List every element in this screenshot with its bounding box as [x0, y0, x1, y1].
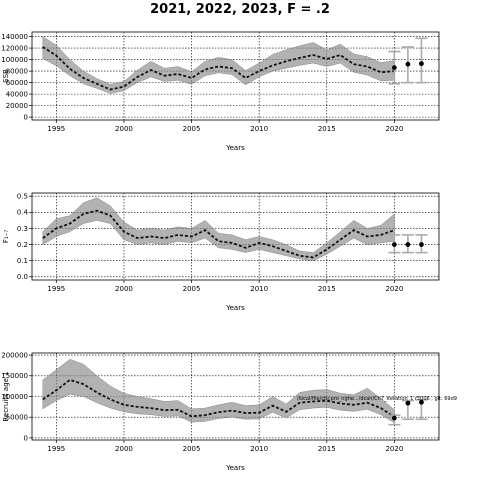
f-panel: 1995 2000 2005 2010 2015 2020 0.0 0.1 0.2 0.3 0.4 0… [2, 192, 440, 312]
ssb-ytick-label: 60000 [6, 79, 28, 87]
figure-title: 2021, 2022, 2023, F = .2 [150, 2, 330, 17]
ssb-panel: 1995 2000 2005 2010 2015 2020 0 20000 40000 60000… [1, 31, 440, 152]
f-axes-frame [31, 192, 440, 281]
f-ytick-label: 0.1 [17, 257, 28, 265]
ssb-xtick-label: 2000 [115, 125, 133, 133]
ssb-ytick-label: 140000 [1, 33, 28, 41]
annotation-text: /local/file/ctlr.pro_nghe.../dcan/Ch7_it… [297, 396, 457, 402]
ssb-xtick-label: 2015 [318, 125, 336, 133]
recruits-ytick-label: 0 [24, 434, 28, 442]
ssb-xtick-label: 1995 [47, 125, 65, 133]
recruits-xlabel: Years [225, 464, 245, 472]
f-xlabel: Years [225, 304, 245, 312]
f-projection-point [419, 242, 424, 247]
recruits-ylabel: Recruits age 1 [2, 371, 10, 421]
f-ylabel: F₁₋₇ [2, 230, 10, 244]
ssb-projection-point [419, 61, 424, 67]
ssb-ytick-label: 80000 [6, 68, 28, 76]
f-xtick-label: 2020 [385, 285, 403, 293]
ssb-xtick-label: 2005 [183, 125, 201, 133]
f-xtick-label: 2010 [250, 285, 268, 293]
ssb-ytick-label: 120000 [1, 45, 28, 53]
recruits-xtick-label: 2020 [385, 445, 403, 453]
recruits-panel: 1995 2000 2005 2010 2015 2020 0 50000 100000 1500… [1, 351, 440, 472]
f-xtick-label: 1995 [47, 285, 65, 293]
ssb-axes-frame [31, 31, 440, 121]
ssb-ylabel: SSB [2, 69, 10, 83]
recruits-ytick-label: 200000 [1, 351, 28, 359]
recruits-xtick-label: 2015 [318, 445, 336, 453]
f-median-line [42, 209, 395, 259]
ssb-ytick-label: 100000 [1, 56, 28, 64]
f-projection-point [391, 242, 397, 247]
recruits-median-line [42, 378, 395, 418]
f-xtick-label: 2000 [115, 285, 133, 293]
f-xtick-label: 2005 [183, 285, 201, 293]
recruits-xtick-label: 2010 [250, 445, 268, 453]
ssb-ytick-label: 40000 [6, 91, 28, 99]
ssb-median-line [42, 46, 395, 91]
f-ytick-label: 0.2 [17, 241, 28, 249]
ssb-xlabel: Years [225, 144, 245, 152]
recruits-projection-point [391, 415, 397, 421]
recruits-projection-point [405, 400, 411, 406]
recruits-xtick-label: 1995 [47, 445, 65, 453]
recruits-projection-point [419, 399, 424, 405]
f-ytick-label: 0.3 [17, 225, 28, 233]
recruits-ytick-label: 50000 [6, 414, 28, 422]
f-xtick-label: 2015 [318, 285, 336, 293]
f-ytick-label: 0.4 [17, 209, 29, 217]
f-ytick-label: 0.5 [17, 193, 28, 201]
ssb-projection-point [405, 61, 411, 67]
recruits-ytick-label: 150000 [1, 372, 28, 380]
ssb-projection-point [391, 65, 397, 71]
ssb-xtick-label: 2020 [385, 125, 403, 133]
ssb-ytick-label: 0 [24, 114, 28, 122]
recruits-xtick-label: 2000 [115, 445, 133, 453]
recruits-ytick-label: 100000 [1, 393, 28, 401]
f-confidence-band [42, 197, 395, 261]
f-projection-point [405, 242, 411, 247]
recruits-xtick-label: 2005 [183, 445, 201, 453]
ssb-ytick-label: 20000 [6, 102, 28, 110]
ssb-confidence-band [42, 36, 395, 94]
f-ytick-label: 0.0 [17, 273, 28, 281]
ssb-xtick-label: 2010 [250, 125, 268, 133]
